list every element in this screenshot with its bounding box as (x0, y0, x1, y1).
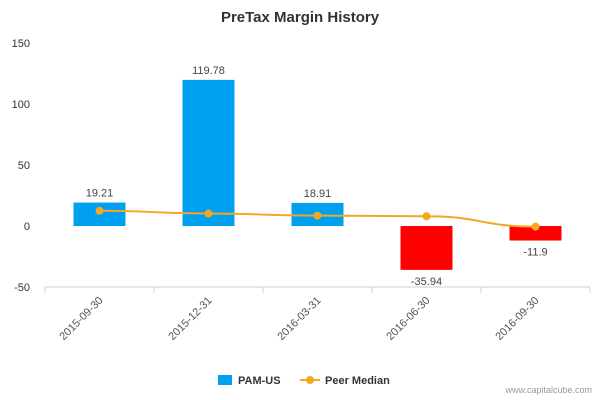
peer-median-point (204, 209, 213, 218)
legend-label-pam-us: PAM-US (238, 375, 281, 387)
x-tick-label: 2016-09-30 (493, 295, 541, 343)
legend: PAM-US Peer Median (218, 375, 390, 387)
data-label: -11.9 (523, 247, 547, 259)
x-tick-label: 2015-09-30 (57, 295, 105, 343)
data-label: 119.78 (192, 65, 225, 77)
peer-median-point (422, 212, 431, 221)
bar-pam-us (400, 226, 453, 270)
data-label: 18.91 (304, 188, 332, 200)
data-label: -35.94 (411, 276, 442, 288)
y-tick-label: 0 (24, 221, 30, 233)
y-tick-label: 100 (12, 99, 30, 111)
peer-median-point (531, 222, 540, 231)
peer-median-point (313, 211, 322, 220)
chart-title: PreTax Margin History (221, 9, 380, 26)
x-tick-label: 2016-06-30 (384, 295, 432, 343)
bar-pam-us (509, 226, 562, 241)
legend-swatch-pam-us (218, 375, 232, 385)
y-tick-label: -50 (14, 282, 30, 294)
legend-label-peer-median: Peer Median (325, 375, 390, 387)
y-tick-label: 150 (12, 38, 30, 50)
plot-area: -50 0 50 100 150 19.21 119.78 18.91 -35.94 -11.9 2… (12, 38, 591, 343)
x-tick-label: 2016-03-31 (275, 295, 323, 343)
legend-marker-peer-median (306, 376, 314, 384)
x-tick-label: 2015-12-31 (166, 295, 214, 343)
bar-pam-us (182, 79, 235, 226)
source-credit: www.capitalcube.com (504, 385, 592, 395)
data-label: 19.21 (86, 188, 114, 200)
peer-median-point (95, 206, 104, 215)
y-tick-label: 50 (18, 160, 30, 172)
